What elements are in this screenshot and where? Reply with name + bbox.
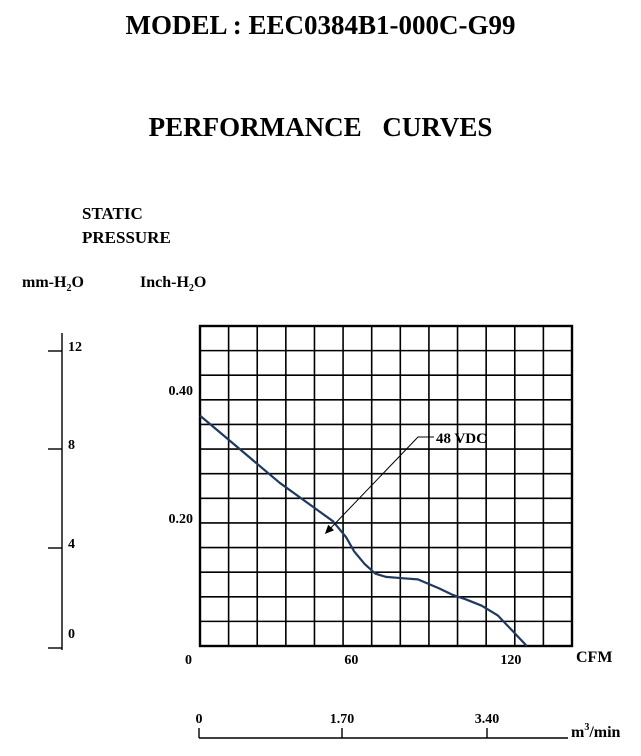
x-axis-unit-cfm: CFM: [576, 649, 612, 666]
inch-h2o-unit-label: Inch-H2O: [140, 274, 207, 295]
series-line-48vdc: [199, 414, 528, 647]
annotation-leader: [328, 436, 434, 531]
y-axis-label-line1: STATIC: [82, 204, 143, 223]
mm-tick-label: 8: [68, 438, 75, 453]
m3-tick-label: 1.70: [330, 712, 355, 727]
chart-grid: [200, 326, 572, 646]
chart-title: PERFORMANCE CURVES: [148, 112, 493, 142]
x2-axis-unit-m3min: m3/min: [571, 722, 621, 741]
x-tick-label: 0: [185, 653, 192, 668]
y-axis-label-line2: PRESSURE: [82, 228, 171, 247]
m3-tick-label: 0: [196, 712, 203, 727]
model-title: MODEL : EEC0384B1-000C-G99: [125, 10, 516, 40]
x-tick-label: 120: [500, 653, 521, 668]
y-tick-label: 0.20: [169, 512, 194, 527]
mm-tick-label: 12: [68, 340, 82, 355]
plot-frame: [198, 324, 574, 648]
annotation-arrowhead: [324, 524, 335, 534]
mm-tick-label: 0: [68, 627, 75, 642]
m3-tick-label: 3.40: [475, 712, 500, 727]
mm-h2o-unit-label: mm-H2O: [22, 274, 84, 295]
x-tick-label: 60: [344, 653, 358, 668]
y-tick-label: 0.40: [169, 384, 194, 399]
annotation-label-48vdc: 48 VDC: [436, 431, 487, 447]
mm-tick-label: 4: [68, 537, 75, 552]
